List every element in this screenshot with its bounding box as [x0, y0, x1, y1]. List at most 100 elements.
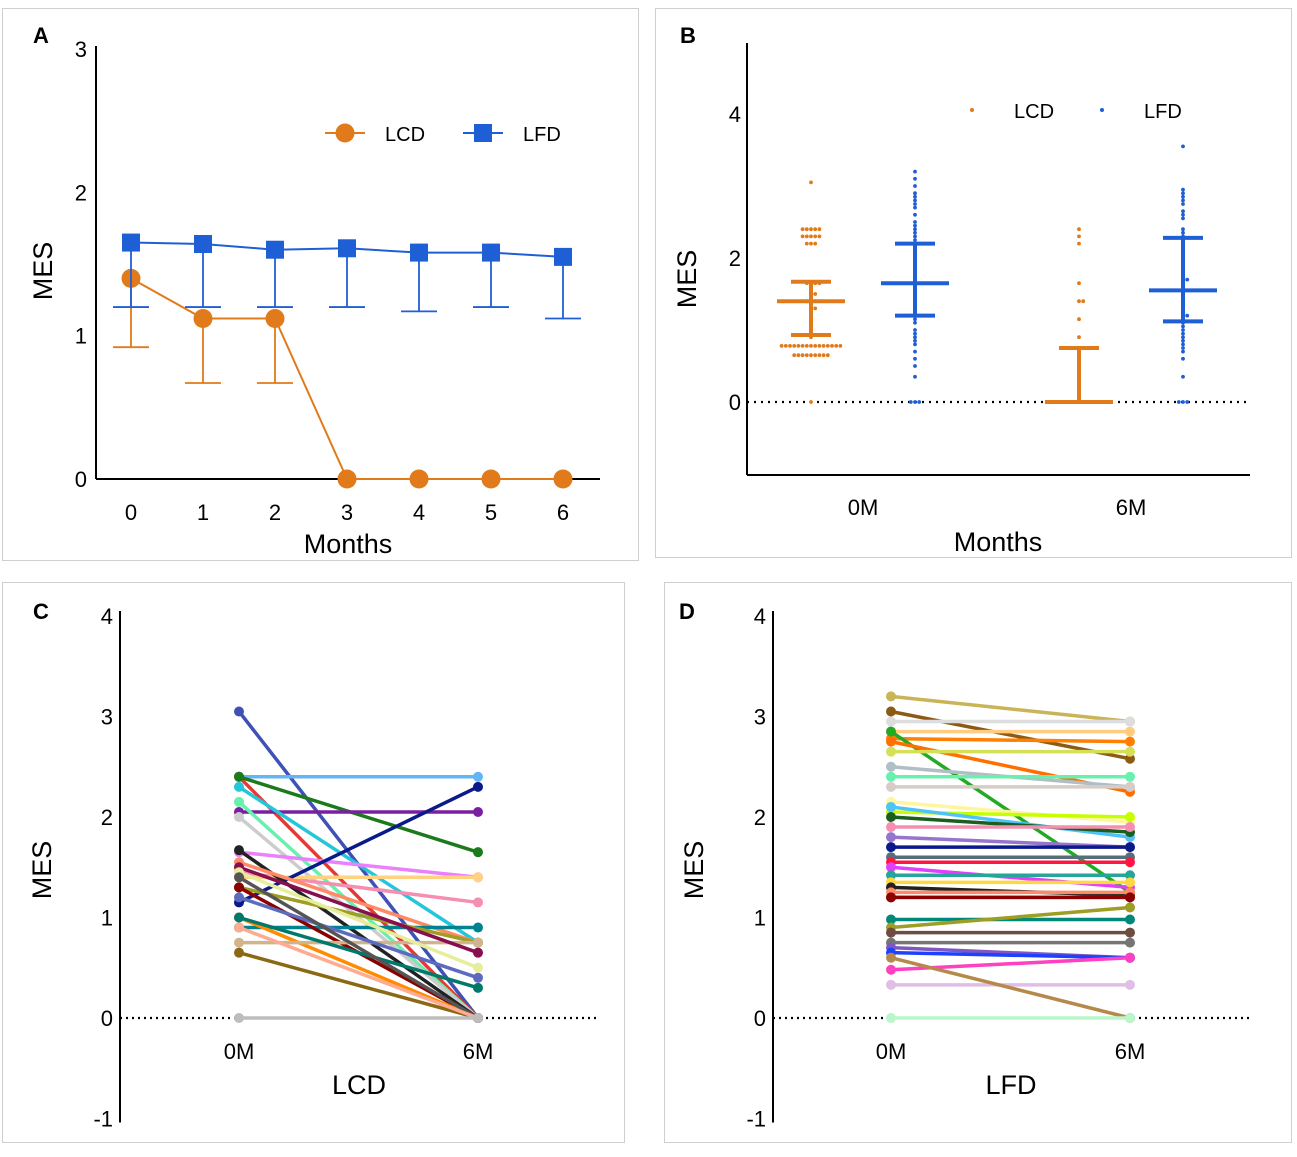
data-point-lcd — [1077, 241, 1081, 246]
chart-a: 0 1 2 3 0 1 2 3 4 5 6 Months MES LCD LFD — [28, 37, 600, 559]
data-point-lfd — [1185, 277, 1190, 282]
subject-point-6m — [473, 872, 483, 883]
data-point-lfd — [913, 338, 917, 343]
subject-point-6m — [1125, 842, 1135, 853]
subject-line — [238, 950, 479, 1020]
data-point-lfd — [122, 233, 140, 252]
subject-point-0m — [886, 726, 896, 737]
data-point-lfd — [1181, 335, 1185, 340]
y-tick-label: 3 — [75, 37, 87, 62]
data-point-lfd — [1181, 349, 1185, 354]
data-point-lfd — [266, 240, 284, 259]
data-point-lcd — [809, 227, 813, 232]
subject-point-6m — [1125, 812, 1135, 822]
subject-point-0m — [886, 812, 896, 822]
data-point-lfd — [913, 331, 917, 336]
subject-point-0m — [234, 1013, 244, 1023]
data-point-lfd — [1181, 194, 1185, 199]
x-tick-label: 0M — [876, 1039, 907, 1064]
legend-label-lcd: LCD — [385, 124, 425, 146]
subject-point-6m — [1125, 937, 1135, 948]
data-point-lcd — [1077, 317, 1081, 322]
x-tick-label: 6M — [1116, 495, 1147, 520]
data-point-lcd — [800, 227, 805, 232]
data-point-lcd — [821, 353, 826, 358]
subject-point-6m — [473, 937, 483, 948]
data-point-lcd — [838, 343, 843, 348]
y-tick-label: 1 — [75, 324, 87, 349]
data-point-lcd — [804, 343, 809, 348]
data-point-lcd — [813, 343, 818, 348]
data-point-lcd — [813, 241, 818, 246]
subject-point-0m — [886, 706, 896, 717]
panel-c: C -1 0 1 2 3 4 0M 6M LCD MES — [2, 582, 625, 1143]
y-tick-label: 4 — [729, 102, 741, 127]
data-point-lfd — [913, 198, 917, 203]
data-point-lfd — [913, 317, 917, 322]
subject-point-6m — [473, 847, 483, 858]
subject-line — [890, 694, 1131, 724]
y-tick-label: 2 — [75, 180, 87, 205]
data-point-lcd — [792, 343, 797, 348]
data-point-lcd — [800, 353, 805, 358]
legend-marker-lfd — [1100, 108, 1104, 112]
data-point-lfd — [1185, 313, 1190, 318]
subject-point-0m — [886, 862, 896, 873]
x-tick-label: 6M — [1115, 1039, 1146, 1064]
subject-point-0m — [234, 892, 244, 903]
x-tick-label: 0M — [848, 495, 879, 520]
data-point-lcd — [1077, 299, 1081, 304]
subject-point-6m — [473, 982, 483, 993]
data-point-lfd — [913, 205, 917, 210]
data-point-lcd — [825, 353, 830, 358]
subject-point-6m — [1125, 902, 1135, 913]
subject-point-0m — [886, 736, 896, 747]
subject-point-0m — [886, 914, 896, 925]
data-point-lcd — [809, 180, 813, 185]
subject-point-0m — [886, 1013, 896, 1023]
subject-line — [238, 895, 479, 980]
x-tick-label: 1 — [197, 500, 209, 525]
x-tick-label: 6 — [557, 500, 569, 525]
subject-point-6m — [1125, 753, 1135, 764]
x-axis-label: Months — [954, 527, 1043, 557]
subject-point-6m — [473, 947, 483, 958]
data-point-lfd — [913, 212, 917, 217]
data-point-lcd — [809, 400, 813, 404]
data-point-lfd — [1181, 230, 1185, 235]
subject-point-6m — [1125, 952, 1135, 963]
panel-a: A 0 1 2 3 0 1 2 3 4 5 6 Months MES LCD LFD — [2, 8, 639, 561]
data-point-lcd — [809, 353, 813, 358]
subject-line — [890, 956, 1131, 1020]
data-point-lfd — [1181, 198, 1185, 203]
data-point-lfd — [913, 202, 917, 206]
subject-point-0m — [886, 691, 896, 702]
data-point-lfd — [1181, 216, 1185, 221]
subject-point-0m — [886, 746, 896, 757]
subject-line — [238, 865, 479, 955]
data-point-lfd — [1181, 342, 1185, 347]
subject-line — [237, 815, 480, 1020]
subject-point-6m — [1125, 857, 1135, 868]
data-point-lfd — [913, 342, 917, 347]
data-point-lcd — [337, 469, 357, 489]
y-tick-label: 0 — [729, 390, 741, 415]
data-point-lfd — [1181, 400, 1185, 404]
subject-point-6m — [1125, 781, 1135, 792]
y-tick-label: 2 — [754, 805, 766, 830]
data-point-lcd — [813, 234, 818, 239]
data-point-lfd — [1181, 212, 1185, 217]
subject-point-0m — [234, 796, 244, 807]
subject-line — [238, 775, 479, 854]
subject-point-6m — [1125, 771, 1135, 782]
subject-point-0m — [886, 927, 896, 938]
subject-point-0m — [886, 952, 896, 963]
data-point-lfd — [913, 227, 917, 232]
data-point-lcd — [804, 241, 809, 246]
data-point-lcd — [409, 469, 429, 489]
data-point-lfd — [1181, 331, 1185, 336]
data-point-lcd — [800, 234, 805, 239]
data-point-lcd — [813, 292, 818, 296]
x-tick-label: 4 — [413, 500, 425, 525]
data-point-lcd — [800, 343, 805, 348]
